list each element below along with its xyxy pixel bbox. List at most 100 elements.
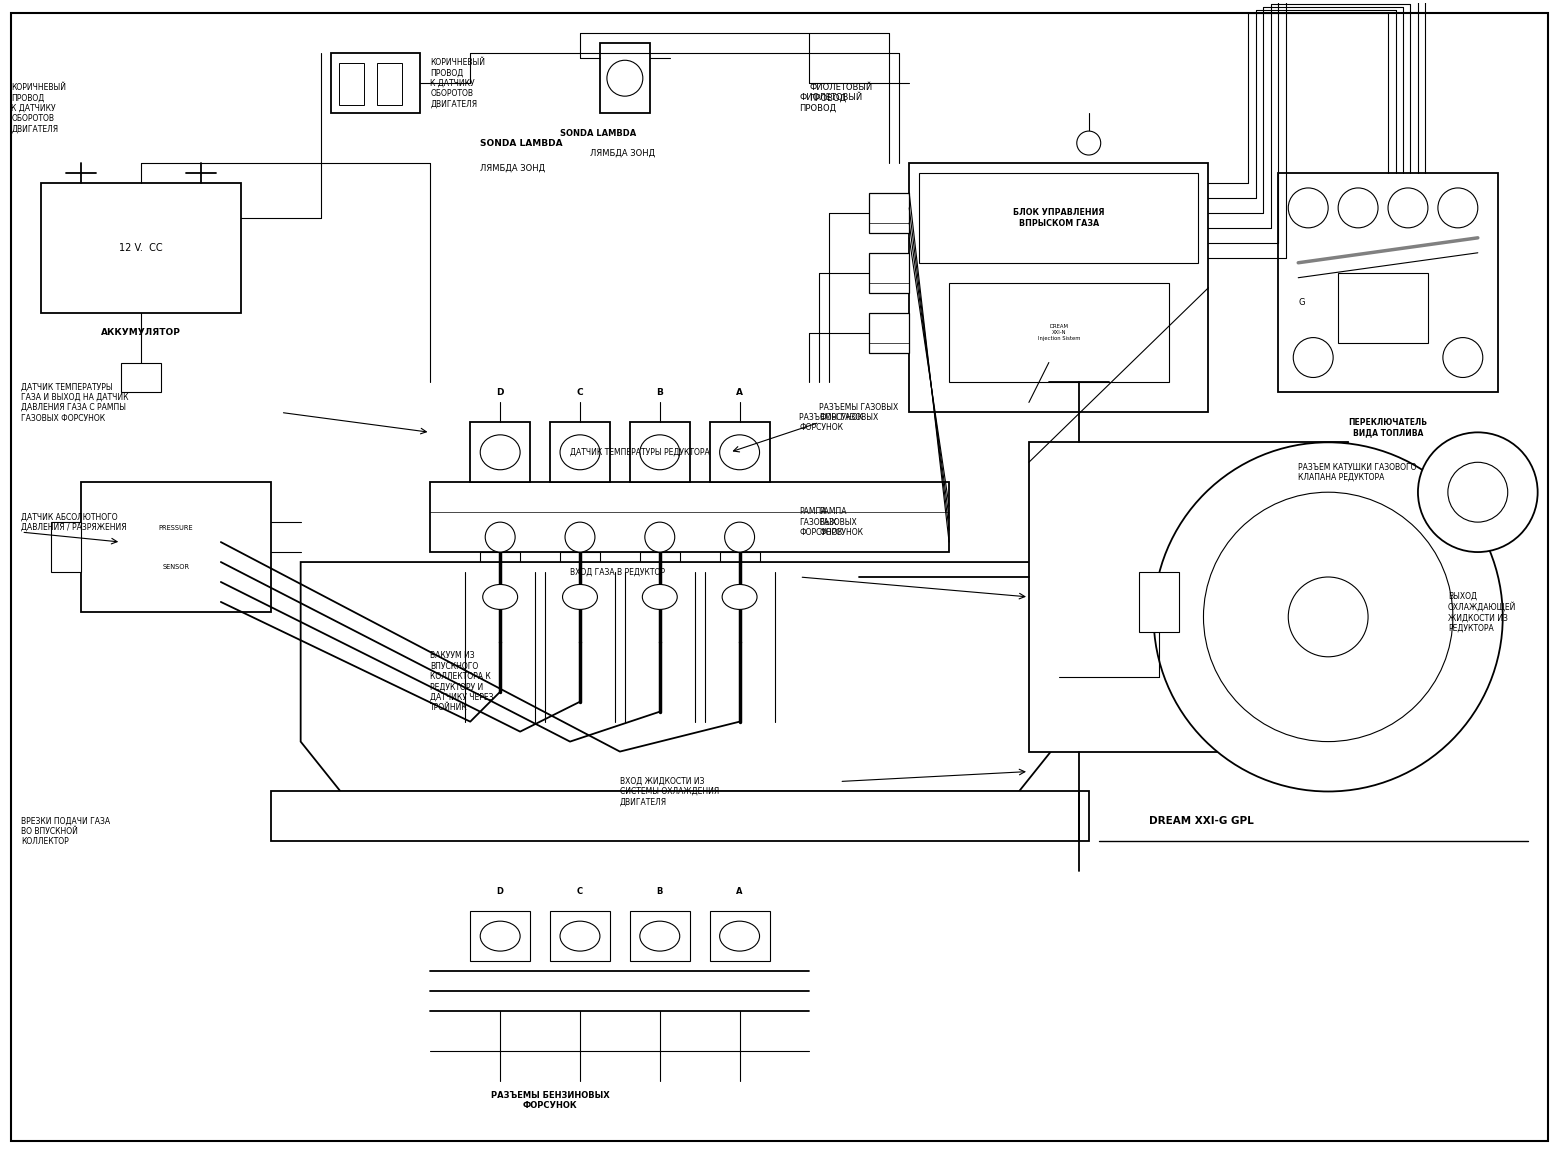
Text: SENSOR: SENSOR [162, 563, 190, 570]
Bar [471, 422, 530, 482]
Ellipse shape [639, 921, 680, 951]
Text: ЛЯМБДА ЗОНД: ЛЯМБДА ЗОНД [480, 164, 546, 172]
Bar [81, 482, 271, 612]
Bar [949, 283, 1169, 382]
Text: DREAM
XXI-N
Injection Sistem: DREAM XXI-N Injection Sistem [1038, 324, 1080, 340]
Bar [600, 44, 650, 113]
Text: ВХОД ЖИДКОСТИ ИЗ
СИСТЕМЫ ОХЛАЖДЕНИЯ
ДВИГАТЕЛЯ: ВХОД ЖИДКОСТИ ИЗ СИСТЕМЫ ОХЛАЖДЕНИЯ ДВИГ… [620, 777, 719, 807]
Bar [430, 482, 949, 552]
Text: ФИОЛЕТОВЫЙ
ПРОВОД: ФИОЛЕТОВЫЙ ПРОВОД [800, 93, 862, 113]
Ellipse shape [560, 435, 600, 470]
Bar [630, 912, 689, 961]
Bar [122, 362, 161, 392]
Circle shape [606, 60, 642, 96]
Text: ДАТЧИК АБСОЛЮТНОГО
ДАВЛЕНИЯ / РАЗРЯЖЕНИЯ: ДАТЧИК АБСОЛЮТНОГО ДАВЛЕНИЯ / РАЗРЯЖЕНИЯ [22, 512, 126, 532]
Polygon shape [301, 562, 1059, 792]
Circle shape [1388, 188, 1428, 227]
Bar [331, 53, 421, 113]
Text: 12 V.  CC: 12 V. CC [118, 242, 162, 253]
Text: РАМПА
ГАЗОВЫХ
ФОРСУНОК: РАМПА ГАЗОВЫХ ФОРСУНОК [800, 508, 843, 537]
Text: РАЗЪЕМЫ ГАЗОВЫХ
ФОРСУНОК: РАЗЪЕМЫ ГАЗОВЫХ ФОРСУНОК [820, 403, 898, 422]
Ellipse shape [483, 584, 518, 609]
Text: ДАТЧИК ТЕМПЕРАТУРЫ
ГАЗА И ВЫХОД НА ДАТЧИК
ДАВЛЕНИЯ ГАЗА С РАМПЫ
ГАЗОВЫХ ФОРСУНОК: ДАТЧИК ТЕМПЕРАТУРЫ ГАЗА И ВЫХОД НА ДАТЧИ… [22, 382, 129, 422]
Circle shape [1444, 338, 1483, 377]
Circle shape [1437, 188, 1478, 227]
Text: D: D [496, 388, 504, 397]
Bar [870, 313, 909, 352]
Text: A: A [736, 388, 744, 397]
Circle shape [725, 522, 755, 552]
Bar [338, 63, 363, 105]
Circle shape [1448, 463, 1508, 522]
Circle shape [564, 522, 596, 552]
Bar [51, 522, 81, 572]
Text: D: D [497, 886, 504, 896]
Bar [920, 173, 1199, 263]
Circle shape [1288, 188, 1328, 227]
Text: РАЗЪЕМ КАТУШКИ ГАЗОВОГО
КЛАПАНА РЕДУКТОРА: РАЗЪЕМ КАТУШКИ ГАЗОВОГО КЛАПАНА РЕДУКТОР… [1299, 463, 1417, 482]
Bar [909, 163, 1208, 412]
Bar [1338, 272, 1428, 343]
Ellipse shape [639, 435, 680, 470]
Text: PRESSURE: PRESSURE [159, 525, 193, 531]
Bar [1278, 173, 1498, 392]
Bar [870, 253, 909, 293]
Bar [560, 552, 600, 642]
Bar [471, 912, 530, 961]
Text: ВХОД ГАЗА В РЕДУКТОР: ВХОД ГАЗА В РЕДУКТОР [571, 568, 666, 577]
Bar [709, 422, 770, 482]
Ellipse shape [560, 921, 600, 951]
Text: КОРИЧНЕВЫЙ
ПРОВОД
К ДАТЧИКУ
ОБОРОТОВ
ДВИГАТЕЛЯ: КОРИЧНЕВЫЙ ПРОВОД К ДАТЧИКУ ОБОРОТОВ ДВИ… [430, 58, 485, 108]
Bar [41, 183, 240, 313]
Text: РАЗЪЕМЫ БЕНЗИНОВЫХ
ФОРСУНОК: РАЗЪЕМЫ БЕНЗИНОВЫХ ФОРСУНОК [491, 1091, 610, 1110]
Bar [1029, 442, 1349, 751]
Text: ЛЯМБДА ЗОНД: ЛЯМБДА ЗОНД [589, 149, 655, 158]
Ellipse shape [720, 435, 759, 470]
Circle shape [1338, 188, 1378, 227]
Ellipse shape [642, 584, 677, 609]
Text: КОРИЧНЕВЫЙ
ПРОВОД
К ДАТЧИКУ
ОБОРОТОВ
ДВИГАТЕЛЯ: КОРИЧНЕВЫЙ ПРОВОД К ДАТЧИКУ ОБОРОТОВ ДВИ… [11, 83, 67, 134]
Circle shape [1204, 493, 1453, 742]
Text: C: C [577, 388, 583, 397]
Circle shape [1419, 433, 1537, 552]
Ellipse shape [720, 921, 759, 951]
Text: ДАТЧИК ТЕМПЕРАТУРЫ РЕДУКТОРА: ДАТЧИК ТЕМПЕРАТУРЫ РЕДУКТОРА [571, 448, 709, 457]
Circle shape [1294, 338, 1333, 377]
Text: SONDA LAMBDA: SONDA LAMBDA [480, 138, 563, 148]
Text: ФИОЛЕТОВЫЙ
ПРОВОД: ФИОЛЕТОВЫЙ ПРОВОД [809, 83, 873, 103]
Text: ВАКУУМ ИЗ
ВПУСКНОГО
КОЛЛЕКТОРА К
РЕДУКТОРУ И
ДАТЧИКУ ЧЕРЕЗ
ТРОЙНИК: ВАКУУМ ИЗ ВПУСКНОГО КОЛЛЕКТОРА К РЕДУКТО… [430, 651, 494, 712]
Circle shape [1077, 132, 1101, 155]
Text: ВЫХОД
ОХЛАЖДАЮЩЕЙ
ЖИДКОСТИ ИЗ
РЕДУКТОРА: ВЫХОД ОХЛАЖДАЮЩЕЙ ЖИДКОСТИ ИЗ РЕДУКТОРА [1448, 591, 1517, 632]
Bar [271, 792, 1088, 841]
Text: ВРЕЗКИ ПОДАЧИ ГАЗА
ВО ВПУСКНОЙ
КОЛЛЕКТОР: ВРЕЗКИ ПОДАЧИ ГАЗА ВО ВПУСКНОЙ КОЛЛЕКТОР [22, 817, 111, 846]
Circle shape [1288, 577, 1369, 657]
Bar [550, 422, 610, 482]
Ellipse shape [722, 584, 758, 609]
Bar [1138, 572, 1179, 632]
Ellipse shape [563, 584, 597, 609]
Bar [870, 193, 909, 233]
Text: G: G [1299, 298, 1305, 307]
Circle shape [645, 522, 675, 552]
Text: DREAM XXI-G GPL: DREAM XXI-G GPL [1149, 816, 1253, 826]
Bar [720, 552, 759, 642]
Text: C: C [577, 886, 583, 896]
Bar [550, 912, 610, 961]
Text: B: B [656, 886, 663, 896]
Circle shape [485, 522, 514, 552]
Text: A: A [736, 886, 742, 896]
Text: РАМПА
ГАЗОВЫХ
ФОРСУНОК: РАМПА ГАЗОВЫХ ФОРСУНОК [820, 508, 864, 537]
Bar [630, 422, 689, 482]
Text: ПЕРЕКЛЮЧАТЕЛЬ
ВИДА ТОПЛИВА: ПЕРЕКЛЮЧАТЕЛЬ ВИДА ТОПЛИВА [1349, 418, 1428, 437]
Text: БЛОК УПРАВЛЕНИЯ
ВПРЫСКОМ ГАЗА: БЛОК УПРАВЛЕНИЯ ВПРЫСКОМ ГАЗА [1013, 208, 1105, 227]
Circle shape [1154, 442, 1503, 792]
Text: РАЗЪЕМЫ ГАЗОВЫХ
ФОРСУНОК: РАЗЪЕМЫ ГАЗОВЫХ ФОРСУНОК [800, 413, 879, 432]
Bar [377, 63, 402, 105]
Ellipse shape [480, 435, 521, 470]
Text: B: B [656, 388, 663, 397]
Bar [639, 552, 680, 642]
Bar [480, 552, 521, 642]
Text: АККУМУЛЯТОР: АККУМУЛЯТОР [101, 328, 181, 337]
Text: SONDA LAMBDA: SONDA LAMBDA [560, 128, 636, 137]
Ellipse shape [480, 921, 521, 951]
